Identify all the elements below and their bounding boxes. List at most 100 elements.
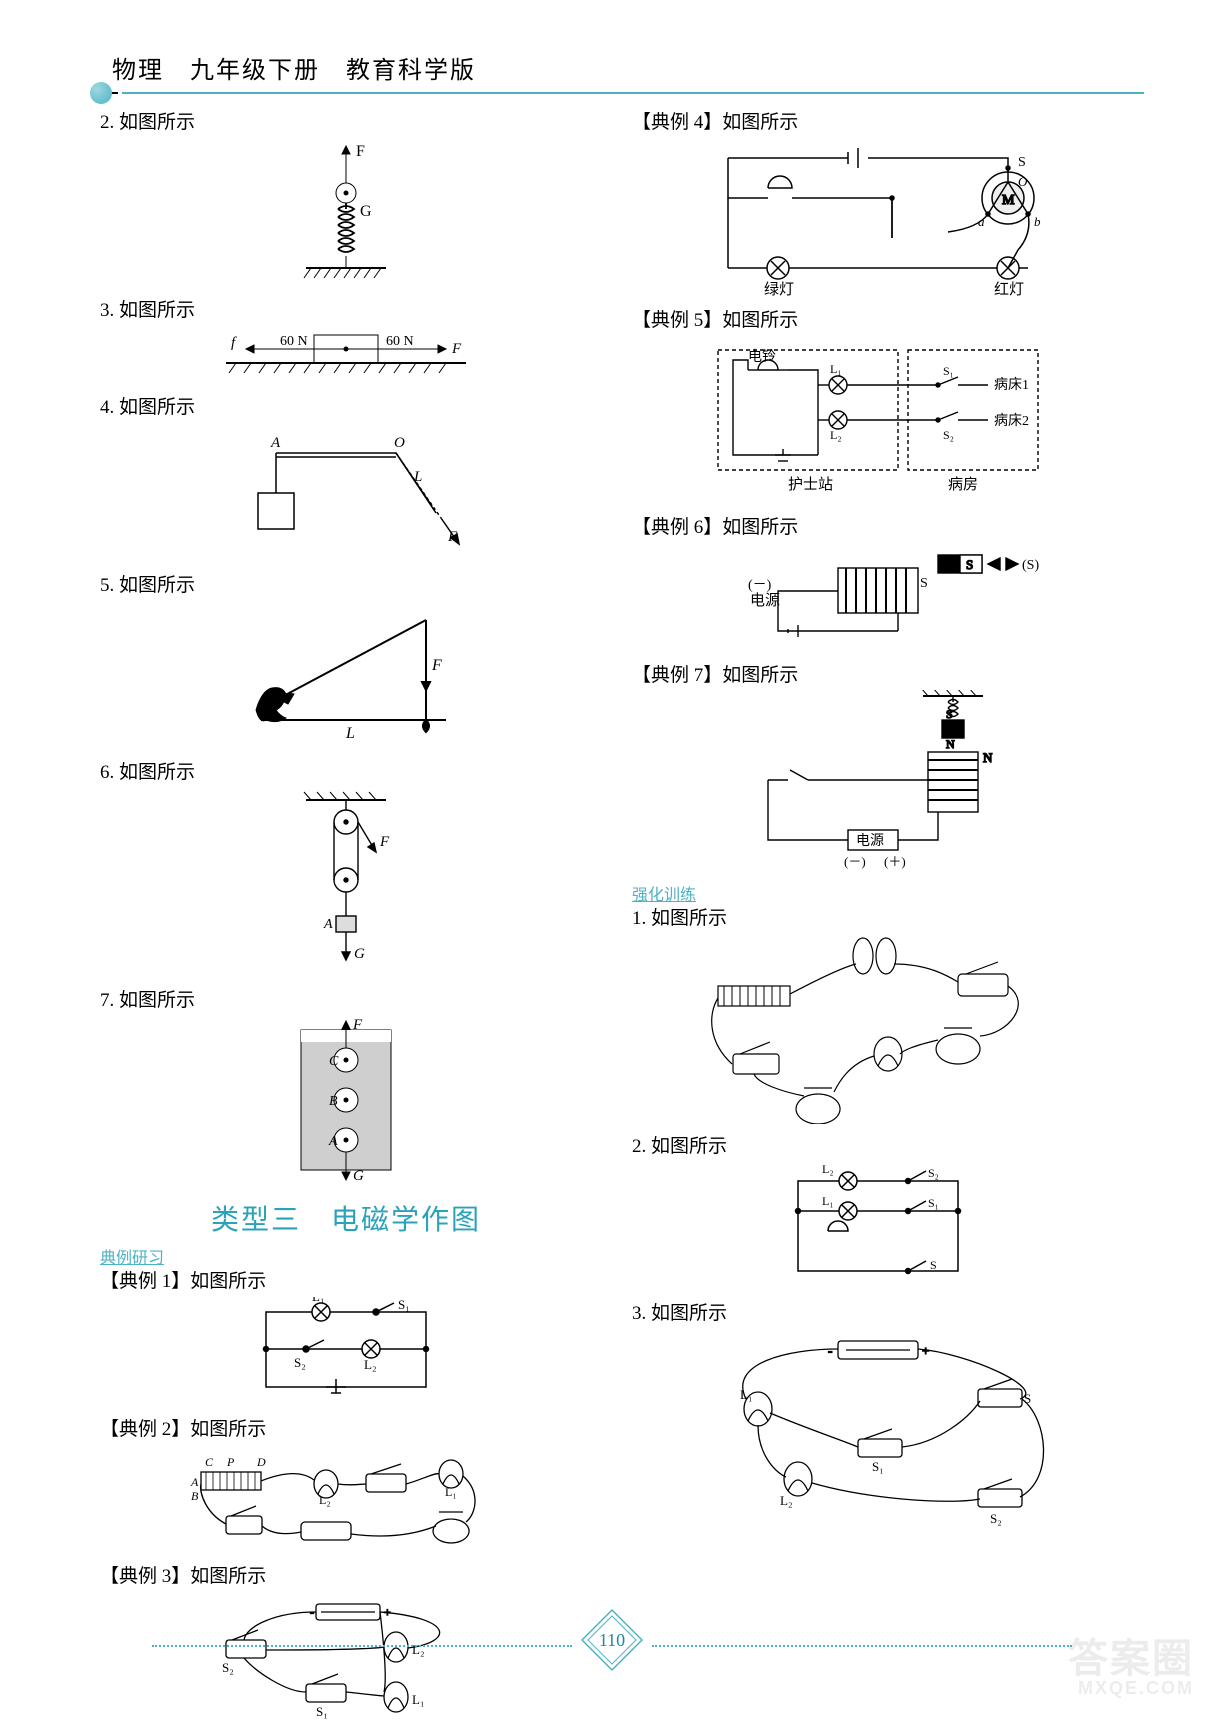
svg-text:电源: 电源	[750, 592, 780, 609]
svg-text:L₁: L₁	[830, 362, 842, 376]
svg-text:(－): (－)	[748, 578, 772, 593]
fig-practice2: L₂ L₁ S₂ S₁ S	[748, 1161, 1008, 1291]
svg-text:病房: 病房	[948, 476, 978, 493]
svg-text:N: N	[983, 750, 993, 765]
watermark-line2: MXQE.COM	[1068, 1679, 1194, 1697]
section-link: 典例研习	[100, 1244, 592, 1268]
svg-text:S₁: S₁	[316, 1704, 328, 1719]
svg-text:O: O	[394, 435, 405, 451]
svg-text:(＋): (＋)	[884, 854, 906, 869]
footer-dots-right	[652, 1645, 1072, 1647]
caption: 3. 如图所示	[632, 1300, 1124, 1329]
svg-text:红灯: 红灯	[994, 281, 1024, 298]
svg-text:A: A	[270, 435, 281, 451]
item-5: 5. 如图所示 F L	[100, 572, 592, 756]
svg-text:电铃: 电铃	[748, 349, 776, 365]
svg-text:S₂: S₂	[294, 1355, 306, 1370]
item-7: 7. 如图所示 F C B A G	[100, 987, 592, 1191]
svg-text:60 N: 60 N	[280, 334, 308, 349]
svg-text:S₂: S₂	[990, 1511, 1002, 1526]
svg-text:绿灯: 绿灯	[764, 281, 794, 298]
svg-text:C: C	[205, 1455, 214, 1469]
svg-text:A: A	[190, 1475, 199, 1489]
caption: 1. 如图所示	[632, 905, 1124, 934]
svg-text:D: D	[256, 1455, 266, 1469]
caption: 【典例 7】如图所示	[632, 662, 1124, 691]
example-1: 【典例 1】如图所示 ендекс L₁ S₁ S₂	[100, 1268, 592, 1412]
section-title: 类型三 电磁学作图	[100, 1198, 592, 1238]
svg-text:S₁: S₁	[943, 364, 954, 378]
caption: 7. 如图所示	[100, 987, 592, 1016]
svg-text:S₁: S₁	[398, 1297, 410, 1312]
fig-circuit1: ендекс L₁ S₁ S₂ L₂	[226, 1297, 466, 1407]
fig-pulley: F A G	[276, 788, 416, 978]
fig-motor: M S O a	[688, 138, 1068, 298]
svg-text:A: A	[328, 1134, 338, 1149]
practice-link: 强化训练	[632, 881, 1124, 905]
caption: 5. 如图所示	[100, 572, 592, 601]
svg-text:S: S	[966, 557, 973, 572]
svg-text:G: G	[353, 1168, 364, 1184]
svg-text:(－): (－)	[844, 854, 866, 869]
svg-text:G: G	[360, 203, 372, 220]
svg-text:G: G	[354, 946, 365, 962]
item-2: 2. 如图所示 F G	[100, 109, 592, 293]
fig-fishing: F L	[216, 600, 476, 750]
caption: 2. 如图所示	[632, 1133, 1124, 1162]
svg-text:S₂: S₂	[928, 1166, 939, 1180]
caption: 4. 如图所示	[100, 394, 592, 423]
caption: 【典例 1】如图所示	[100, 1268, 592, 1297]
svg-text:L₁: L₁	[312, 1297, 324, 1304]
fig-circuit-real2: -+ S₂ S₁ L₂ L₁	[186, 1592, 506, 1722]
svg-text:病床2: 病床2	[994, 413, 1029, 429]
svg-text:病床1: 病床1	[994, 377, 1029, 393]
svg-text:L₁: L₁	[412, 1692, 424, 1707]
svg-text:S₁: S₁	[928, 1196, 939, 1210]
fig-hospital: 电铃 L₁ L₂ S₁ S₂ 病床1 病床2 护士站 病房	[688, 335, 1068, 505]
caption: 6. 如图所示	[100, 759, 592, 788]
fig-practice1	[688, 934, 1068, 1124]
svg-text:-: -	[828, 1343, 832, 1358]
svg-text:L₂: L₂	[830, 428, 842, 442]
svg-text:L₁: L₁	[445, 1485, 457, 1499]
caption: 【典例 3】如图所示	[100, 1563, 592, 1592]
svg-text:F: F	[379, 834, 390, 850]
svg-text:F: F	[431, 657, 442, 674]
svg-text:B: B	[329, 1094, 338, 1109]
fig-practice3: -+ L₁ L₂ S₁ S S₂	[668, 1329, 1088, 1529]
caption: 3. 如图所示	[100, 297, 592, 326]
svg-text:L: L	[345, 725, 355, 742]
svg-text:L₂: L₂	[319, 1493, 331, 1507]
svg-text:a: a	[978, 214, 985, 229]
svg-text:C: C	[329, 1054, 339, 1069]
svg-text:b: b	[1034, 214, 1041, 229]
example-4: 【典例 4】如图所示 M	[632, 109, 1124, 303]
left-column: 2. 如图所示 F G 3. 如图所示	[100, 109, 592, 1731]
svg-text:110: 110	[599, 1630, 625, 1650]
svg-text:P: P	[226, 1455, 235, 1469]
svg-text:M: M	[1002, 193, 1015, 208]
caption: 【典例 2】如图所示	[100, 1416, 592, 1445]
caption: 2. 如图所示	[100, 109, 592, 138]
svg-text:F: F	[352, 1017, 363, 1033]
svg-text:F: F	[447, 529, 458, 545]
header-rule	[100, 92, 1144, 94]
svg-text:(S): (S)	[1022, 558, 1039, 573]
svg-text:N: N	[946, 737, 955, 751]
right-column: 【典例 4】如图所示 M	[632, 109, 1124, 1731]
columns: 2. 如图所示 F G 3. 如图所示	[100, 109, 1144, 1731]
item-6: 6. 如图所示 F	[100, 759, 592, 983]
svg-text:S: S	[946, 707, 953, 721]
practice-1: 1. 如图所示	[632, 905, 1124, 1129]
watermark-line1: 答案圈	[1068, 1637, 1194, 1681]
svg-text:L₂: L₂	[364, 1357, 376, 1372]
svg-text:S: S	[1018, 155, 1026, 170]
example-6: 【典例 6】如图所示 NS (－) 电源 S (S)	[632, 514, 1124, 658]
svg-text:S: S	[1024, 1391, 1031, 1406]
item-4: 4. 如图所示 A O L F	[100, 394, 592, 568]
watermark: 答案圈 MXQE.COM	[1068, 1639, 1194, 1697]
fig-circuit-real1: C P D A B L₂ L₁	[181, 1444, 511, 1554]
svg-text:S₂: S₂	[943, 428, 954, 442]
svg-text:f: f	[231, 335, 237, 351]
svg-text:B: B	[191, 1489, 199, 1503]
